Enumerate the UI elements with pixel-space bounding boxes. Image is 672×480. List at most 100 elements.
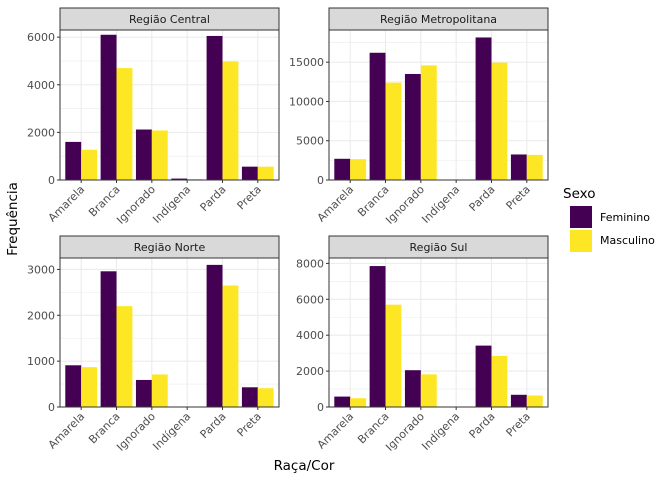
bar-masculino-ignorado bbox=[420, 374, 437, 407]
bar-feminino-branca bbox=[100, 271, 117, 407]
x-tick-label: Amarela bbox=[315, 183, 357, 225]
bar-masculino-parda bbox=[222, 285, 239, 407]
bar-feminino-preta bbox=[510, 394, 527, 407]
panel-border bbox=[328, 257, 549, 408]
bar-masculino-ignorado bbox=[151, 374, 168, 407]
x-tick-label: Preta bbox=[504, 183, 533, 212]
x-tick-label: Amarela bbox=[46, 183, 88, 225]
bar-feminino-indigena bbox=[171, 178, 188, 180]
y-tick-label: 2000 bbox=[296, 365, 324, 378]
legend: Sexo Feminino Masculino bbox=[563, 186, 655, 252]
panel-regiao-metropolitana: Região Metropolitana 0 5000 10000 15000 Amare… bbox=[289, 7, 549, 227]
legend-key-masculino bbox=[570, 230, 592, 252]
bar-feminino-preta bbox=[510, 154, 527, 180]
y-tick-label: 0 bbox=[317, 174, 324, 187]
bar-feminino-ignorado bbox=[135, 379, 152, 407]
bar-feminino-parda bbox=[206, 264, 223, 407]
y-tick-label: 0 bbox=[48, 174, 55, 187]
x-axis-title: Raça/Cor bbox=[274, 458, 335, 474]
bar-feminino-amarela bbox=[65, 365, 82, 407]
bar-feminino-parda bbox=[475, 37, 492, 181]
bar-feminino-parda bbox=[206, 35, 223, 181]
y-tick-label: 6000 bbox=[27, 31, 55, 44]
bar-feminino-amarela bbox=[65, 141, 82, 180]
y-tick-label: 4000 bbox=[296, 329, 324, 342]
panel-border bbox=[59, 29, 280, 181]
bar-masculino-amarela bbox=[350, 398, 367, 407]
x-tick-label: Ignorado bbox=[383, 183, 427, 227]
x-tick-label: Preta bbox=[235, 410, 264, 439]
y-tick-label: 3000 bbox=[27, 263, 55, 276]
bar-masculino-preta bbox=[257, 166, 274, 180]
bar-feminino-amarela bbox=[334, 396, 351, 407]
bar-feminino-ignorado bbox=[404, 73, 421, 180]
bar-feminino-branca bbox=[369, 266, 386, 407]
panel-border bbox=[59, 257, 280, 408]
x-tick-label: Preta bbox=[504, 410, 533, 439]
y-tick-label: 6000 bbox=[296, 293, 324, 306]
bar-masculino-branca bbox=[116, 68, 133, 180]
y-tick-label: 5000 bbox=[296, 135, 324, 148]
panels: Região Central0200040006000AmarelaBranca… bbox=[27, 7, 549, 454]
bar-masculino-branca bbox=[385, 304, 402, 407]
bar-feminino-preta bbox=[241, 387, 258, 407]
panel-regiao-central: Região Central0200040006000AmarelaBranca… bbox=[27, 7, 280, 227]
bar-masculino-branca bbox=[116, 306, 133, 407]
bar-masculino-parda bbox=[491, 62, 508, 180]
x-tick-label: Parda bbox=[198, 410, 229, 441]
bar-feminino-amarela bbox=[334, 158, 351, 180]
bar-masculino-amarela bbox=[81, 149, 98, 180]
legend-label-feminino: Feminino bbox=[600, 211, 650, 224]
bar-masculino-ignorado bbox=[151, 130, 168, 180]
strip-title: Região Norte bbox=[134, 241, 206, 254]
x-tick-label: Ignorado bbox=[383, 410, 427, 454]
x-tick-label: Parda bbox=[467, 183, 498, 214]
y-tick-label: 2000 bbox=[27, 126, 55, 139]
strip-title: Região Metropolitana bbox=[380, 13, 497, 26]
bar-masculino-preta bbox=[257, 388, 274, 407]
legend-title: Sexo bbox=[563, 186, 595, 202]
legend-label-masculino: Masculino bbox=[600, 234, 655, 247]
bar-feminino-ignorado bbox=[404, 370, 421, 407]
bar-masculino-amarela bbox=[350, 159, 367, 180]
x-tick-label: Indígena bbox=[150, 183, 193, 226]
x-tick-label: Indígena bbox=[419, 183, 462, 226]
bar-feminino-preta bbox=[241, 166, 258, 180]
x-tick-label: Indígena bbox=[150, 410, 193, 453]
x-tick-label: Preta bbox=[235, 183, 264, 212]
bar-masculino-ignorado bbox=[420, 65, 437, 180]
bar-feminino-parda bbox=[475, 345, 492, 407]
y-tick-label: 1000 bbox=[27, 355, 55, 368]
x-tick-label: Parda bbox=[198, 183, 229, 214]
panel-border bbox=[328, 29, 549, 181]
bar-masculino-preta bbox=[526, 395, 543, 407]
y-tick-label: 10000 bbox=[289, 95, 324, 108]
y-tick-label: 8000 bbox=[296, 257, 324, 270]
bar-masculino-branca bbox=[385, 82, 402, 180]
panel-regiao-sul: Região Sul02000400060008000AmarelaBranca… bbox=[296, 235, 549, 454]
y-tick-label: 2000 bbox=[27, 309, 55, 322]
x-tick-label: Ignorado bbox=[114, 183, 158, 227]
bar-feminino-branca bbox=[369, 52, 386, 180]
y-axis-title: Frequência bbox=[5, 182, 21, 256]
x-tick-label: Indígena bbox=[419, 410, 462, 453]
x-tick-label: Amarela bbox=[315, 410, 357, 452]
x-tick-label: Parda bbox=[467, 410, 498, 441]
x-tick-label: Amarela bbox=[46, 410, 88, 452]
y-tick-label: 0 bbox=[48, 401, 55, 414]
bar-masculino-preta bbox=[526, 154, 543, 180]
y-tick-label: 0 bbox=[317, 401, 324, 414]
strip-title: Região Central bbox=[129, 13, 210, 26]
y-tick-label: 15000 bbox=[289, 56, 324, 69]
bar-feminino-branca bbox=[100, 34, 117, 181]
bar-masculino-amarela bbox=[81, 367, 98, 407]
x-tick-label: Ignorado bbox=[114, 410, 158, 454]
bar-masculino-parda bbox=[491, 355, 508, 407]
bar-feminino-ignorado bbox=[135, 129, 152, 180]
legend-key-feminino bbox=[570, 206, 592, 228]
panel-background bbox=[329, 258, 548, 407]
y-tick-label: 4000 bbox=[27, 79, 55, 92]
strip-title: Região Sul bbox=[410, 241, 468, 254]
panel-regiao-norte: Região Norte0100020003000AmarelaBrancaIg… bbox=[27, 235, 280, 454]
